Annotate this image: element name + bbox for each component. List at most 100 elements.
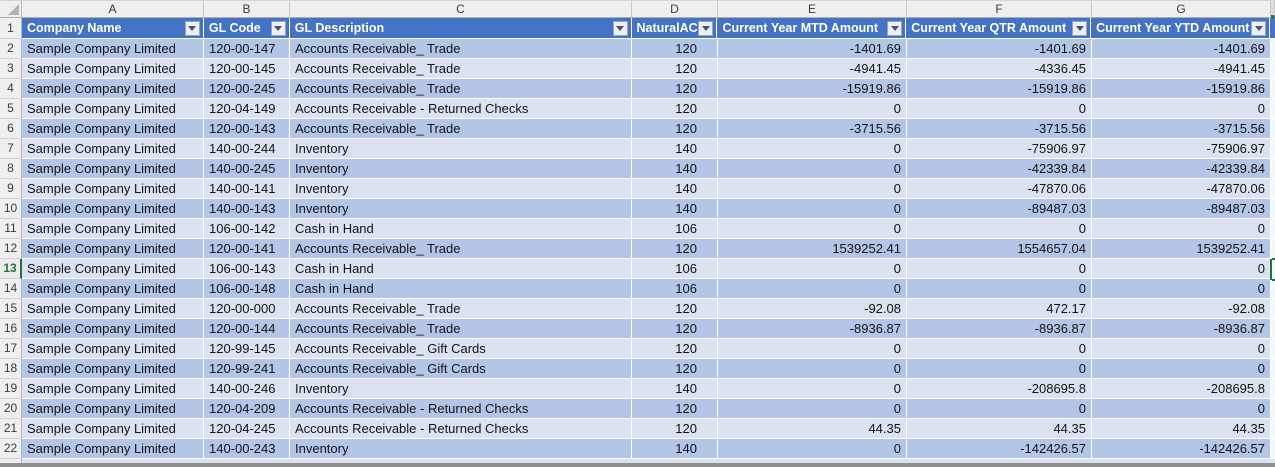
gl-code-cell[interactable]: 140-00-243: [204, 439, 290, 459]
qtr-amount-cell[interactable]: -8936.87: [907, 319, 1092, 339]
gl-code-cell[interactable]: 120-00-143: [204, 119, 290, 139]
ytd-amount-cell[interactable]: -8936.87: [1092, 319, 1271, 339]
mtd-amount-cell[interactable]: 0: [718, 339, 907, 359]
natural-ac-cell[interactable]: 106: [632, 279, 718, 299]
ytd-amount-cell[interactable]: -89487.03: [1092, 199, 1271, 219]
gl-description-cell[interactable]: Accounts Receivable_ Trade: [290, 319, 632, 339]
row-number[interactable]: 13: [0, 259, 22, 279]
mtd-amount-cell[interactable]: 0: [718, 139, 907, 159]
gl-code-cell[interactable]: 120-00-141: [204, 239, 290, 259]
ytd-amount-cell[interactable]: 0: [1092, 99, 1271, 119]
mtd-amount-cell[interactable]: 0: [718, 279, 907, 299]
company-name-cell[interactable]: Sample Company Limited: [22, 219, 204, 239]
gl-code-cell[interactable]: 120-00-000: [204, 299, 290, 319]
header-cell-gl-description[interactable]: GL Description: [290, 18, 632, 39]
mtd-amount-cell[interactable]: 0: [718, 259, 907, 279]
ytd-amount-cell[interactable]: 0: [1092, 279, 1271, 299]
company-name-cell[interactable]: Sample Company Limited: [22, 279, 204, 299]
qtr-amount-cell[interactable]: 0: [907, 219, 1092, 239]
row-number[interactable]: 1: [0, 18, 22, 39]
mtd-amount-cell[interactable]: 0: [718, 379, 907, 399]
column-header-d[interactable]: D: [632, 1, 718, 18]
ytd-amount-cell[interactable]: 0: [1092, 219, 1271, 239]
qtr-amount-cell[interactable]: -47870.06: [907, 179, 1092, 199]
column-header-f[interactable]: F: [907, 1, 1092, 18]
column-header-a[interactable]: A: [22, 1, 204, 18]
qtr-amount-cell[interactable]: -3715.56: [907, 119, 1092, 139]
gl-description-cell[interactable]: Accounts Receivable_ Trade: [290, 119, 632, 139]
qtr-amount-cell[interactable]: -208695.8: [907, 379, 1092, 399]
company-name-cell[interactable]: Sample Company Limited: [22, 319, 204, 339]
filter-button[interactable]: [613, 21, 628, 36]
gl-description-cell[interactable]: Accounts Receivable_ Gift Cards: [290, 339, 632, 359]
company-name-cell[interactable]: Sample Company Limited: [22, 399, 204, 419]
natural-ac-cell[interactable]: 120: [632, 239, 718, 259]
gl-description-cell[interactable]: Accounts Receivable - Returned Checks: [290, 419, 632, 439]
company-name-cell[interactable]: Sample Company Limited: [22, 59, 204, 79]
company-name-cell[interactable]: Sample Company Limited: [22, 39, 204, 59]
row-number[interactable]: 21: [0, 419, 22, 439]
mtd-amount-cell[interactable]: 0: [718, 199, 907, 219]
mtd-amount-cell[interactable]: -15919.86: [718, 79, 907, 99]
natural-ac-cell[interactable]: 140: [632, 159, 718, 179]
row-number[interactable]: 10: [0, 199, 22, 219]
header-cell-company-name[interactable]: Company Name: [22, 18, 204, 39]
mtd-amount-cell[interactable]: 0: [718, 179, 907, 199]
row-number[interactable]: 14: [0, 279, 22, 299]
natural-ac-cell[interactable]: 120: [632, 119, 718, 139]
header-cell-ytd-amount[interactable]: Current Year YTD Amount: [1091, 18, 1270, 39]
natural-ac-cell[interactable]: 120: [632, 319, 718, 339]
natural-ac-cell[interactable]: 120: [632, 59, 718, 79]
row-number[interactable]: 20: [0, 399, 22, 419]
gl-code-cell[interactable]: 120-99-241: [204, 359, 290, 379]
ytd-amount-cell[interactable]: -75906.97: [1092, 139, 1271, 159]
gl-description-cell[interactable]: Inventory: [290, 199, 632, 219]
ytd-amount-cell[interactable]: 44.35: [1092, 419, 1271, 439]
mtd-amount-cell[interactable]: 0: [718, 399, 907, 419]
gl-code-cell[interactable]: 140-00-141: [204, 179, 290, 199]
filter-button[interactable]: [1251, 21, 1266, 36]
row-number[interactable]: 8: [0, 159, 22, 179]
column-header-h-sliver[interactable]: [1271, 1, 1275, 18]
gl-description-cell[interactable]: Cash in Hand: [290, 279, 632, 299]
gl-description-cell[interactable]: Inventory: [290, 159, 632, 179]
row-number[interactable]: 5: [0, 99, 22, 119]
gl-code-cell[interactable]: 120-00-145: [204, 59, 290, 79]
mtd-amount-cell[interactable]: 0: [718, 219, 907, 239]
gl-code-cell[interactable]: 106-00-142: [204, 219, 290, 239]
mtd-amount-cell[interactable]: 0: [718, 359, 907, 379]
gl-description-cell[interactable]: Accounts Receivable_ Gift Cards: [290, 359, 632, 379]
filter-button[interactable]: [185, 21, 200, 36]
row-number[interactable]: 2: [0, 39, 22, 59]
gl-description-cell[interactable]: Inventory: [290, 179, 632, 199]
filter-button[interactable]: [1072, 21, 1087, 36]
row-number[interactable]: 16: [0, 319, 22, 339]
column-header-c[interactable]: C: [290, 1, 632, 18]
natural-ac-cell[interactable]: 120: [632, 299, 718, 319]
natural-ac-cell[interactable]: 120: [632, 39, 718, 59]
natural-ac-cell[interactable]: 140: [632, 179, 718, 199]
mtd-amount-cell[interactable]: 44.35: [718, 419, 907, 439]
gl-description-cell[interactable]: Inventory: [290, 379, 632, 399]
gl-code-cell[interactable]: 120-00-144: [204, 319, 290, 339]
company-name-cell[interactable]: Sample Company Limited: [22, 439, 204, 459]
ytd-amount-cell[interactable]: 0: [1092, 359, 1271, 379]
ytd-amount-cell[interactable]: -142426.57: [1092, 439, 1271, 459]
natural-ac-cell[interactable]: 106: [632, 219, 718, 239]
gl-code-cell[interactable]: 120-04-209: [204, 399, 290, 419]
header-cell-natural-ac[interactable]: NaturalAC: [632, 18, 718, 39]
gl-description-cell[interactable]: Inventory: [290, 139, 632, 159]
row-number[interactable]: 7: [0, 139, 22, 159]
mtd-amount-cell[interactable]: -3715.56: [718, 119, 907, 139]
company-name-cell[interactable]: Sample Company Limited: [22, 379, 204, 399]
qtr-amount-cell[interactable]: 0: [907, 259, 1092, 279]
qtr-amount-cell[interactable]: 0: [907, 399, 1092, 419]
qtr-amount-cell[interactable]: -89487.03: [907, 199, 1092, 219]
qtr-amount-cell[interactable]: -142426.57: [907, 439, 1092, 459]
gl-description-cell[interactable]: Cash in Hand: [290, 219, 632, 239]
gl-code-cell[interactable]: 106-00-143: [204, 259, 290, 279]
gl-description-cell[interactable]: Accounts Receivable_ Trade: [290, 59, 632, 79]
gl-description-cell[interactable]: Accounts Receivable_ Trade: [290, 299, 632, 319]
column-header-b[interactable]: B: [204, 1, 290, 18]
mtd-amount-cell[interactable]: 1539252.41: [718, 239, 907, 259]
